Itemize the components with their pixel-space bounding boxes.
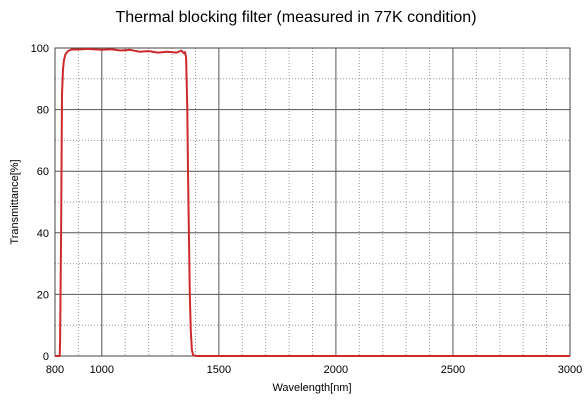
x-tick-label: 2500 (441, 364, 465, 376)
x-tick-labels: 800 1000 1500 2000 2500 3000 (46, 364, 582, 376)
y-axis-label: Transmittance[%] (9, 159, 21, 244)
y-tick-label: 0 (43, 351, 49, 363)
y-tick-label: 20 (37, 289, 49, 301)
grid-major-lines (55, 48, 570, 356)
series-line (55, 47, 570, 357)
y-tick-label: 80 (37, 105, 49, 117)
y-tick-label: 100 (31, 43, 49, 55)
y-tick-labels: 0 20 40 60 80 100 (31, 43, 49, 363)
x-tick-label: 800 (46, 364, 64, 376)
chart-title: Thermal blocking filter (measured in 77K… (115, 9, 476, 26)
grid-minor-lines (55, 48, 570, 356)
y-tick-label: 60 (37, 166, 49, 178)
x-tick-label: 1500 (207, 364, 231, 376)
x-tick-label: 3000 (558, 364, 582, 376)
x-tick-label: 1000 (90, 364, 114, 376)
y-tick-label: 40 (37, 228, 49, 240)
x-axis-label: Wavelength[nm] (272, 382, 351, 394)
x-tick-label: 2000 (324, 364, 348, 376)
